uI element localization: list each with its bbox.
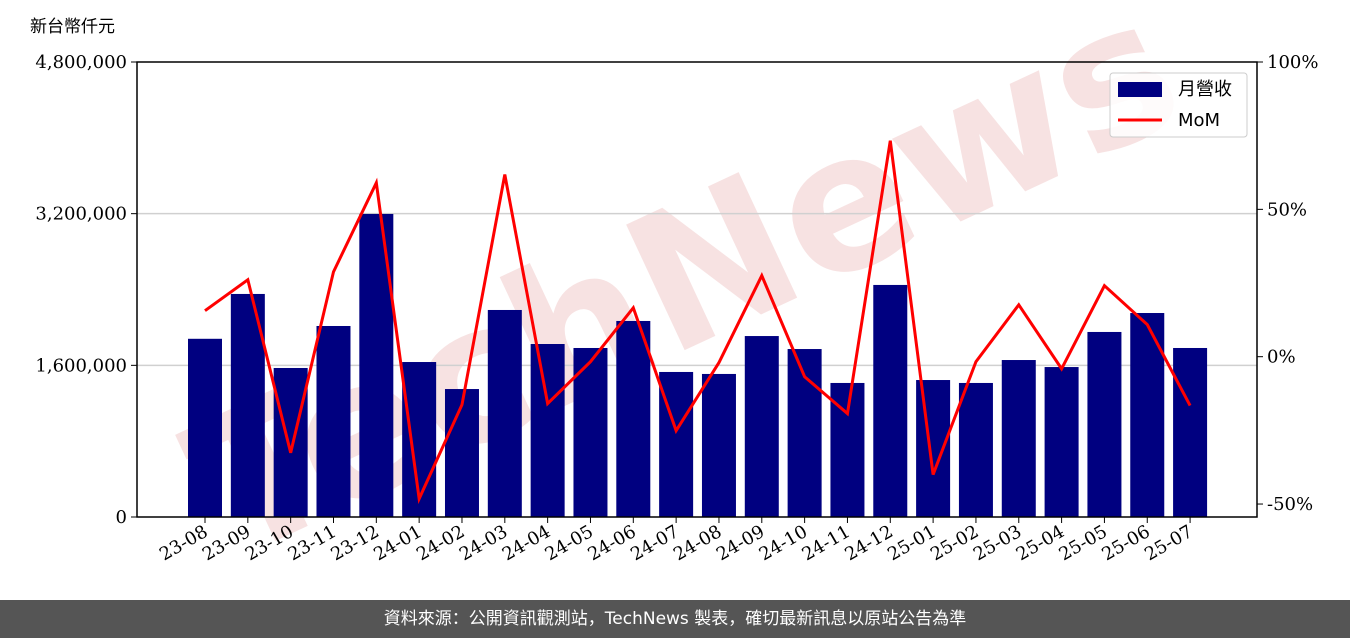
x-tick-label: 25-05: [1055, 521, 1110, 565]
bar: [958, 382, 993, 517]
bar: [1173, 347, 1208, 517]
line: [204, 140, 1192, 505]
x-tick-label: 25-07: [1141, 521, 1196, 565]
bar: [316, 325, 351, 517]
y2-tick-label: 100%: [1267, 52, 1318, 73]
chart: 新台幣仟元 TechNews 01,600,0003,200,0004,800,…: [30, 0, 1318, 602]
y2-tick-label: 50%: [1267, 199, 1307, 220]
legend-label: 月營收: [1178, 79, 1232, 100]
bar: [744, 336, 779, 517]
y-axis-label: 新台幣仟元: [30, 17, 115, 37]
x-tick-label: 24-02: [413, 521, 468, 565]
y-tick-label: 0: [116, 507, 127, 528]
x-tick-label: 24-06: [584, 521, 639, 565]
x-tick-label: 25-03: [970, 521, 1025, 565]
y2-tick-label: 0%: [1267, 347, 1296, 368]
x-tick-label: 25-01: [884, 521, 939, 565]
y-tick-label: 1,600,000: [35, 355, 127, 376]
bar: [359, 213, 394, 517]
bar: [273, 367, 308, 517]
x-tick-label: 24-04: [499, 521, 554, 565]
x-tick-label: 25-04: [1013, 521, 1068, 565]
bar: [701, 373, 736, 517]
bar: [530, 344, 565, 517]
bar: [188, 338, 222, 517]
bar: [1130, 313, 1165, 517]
x-tick-label: 24-08: [670, 521, 725, 565]
x-tick-label: 24-11: [799, 521, 854, 565]
bar: [1001, 360, 1036, 517]
x-tick-label: 24-07: [627, 521, 682, 565]
x-tick-label: 23-08: [156, 521, 211, 565]
plot-frame: [136, 61, 1258, 518]
x-tick-label: 24-05: [542, 521, 597, 565]
bar: [1087, 331, 1122, 517]
x-tick-label: 24-12: [841, 521, 896, 565]
y-tick-label: 4,800,000: [35, 52, 127, 73]
bar: [573, 347, 608, 517]
bar: [916, 380, 951, 517]
footer: 資料來源：公開資訊觀測站，TechNews 製表，確切最新訊息以原站公告為準: [0, 600, 1350, 638]
bar: [616, 320, 651, 517]
bar: [444, 389, 479, 517]
y-tick-label: 3,200,000: [35, 204, 127, 225]
bar: [487, 309, 522, 517]
bar: [1044, 367, 1079, 517]
legend-swatch: [1118, 82, 1162, 97]
legend-label: MoM: [1178, 110, 1220, 131]
x-tick-label: 24-10: [756, 521, 811, 565]
x-tick-label: 24-09: [713, 521, 768, 565]
x-tick-label: 25-02: [927, 521, 982, 565]
x-tick-label: 25-06: [1098, 521, 1153, 565]
x-tick-label: 24-03: [456, 521, 511, 565]
bar: [873, 284, 908, 517]
y2-tick-label: -50%: [1267, 494, 1313, 515]
